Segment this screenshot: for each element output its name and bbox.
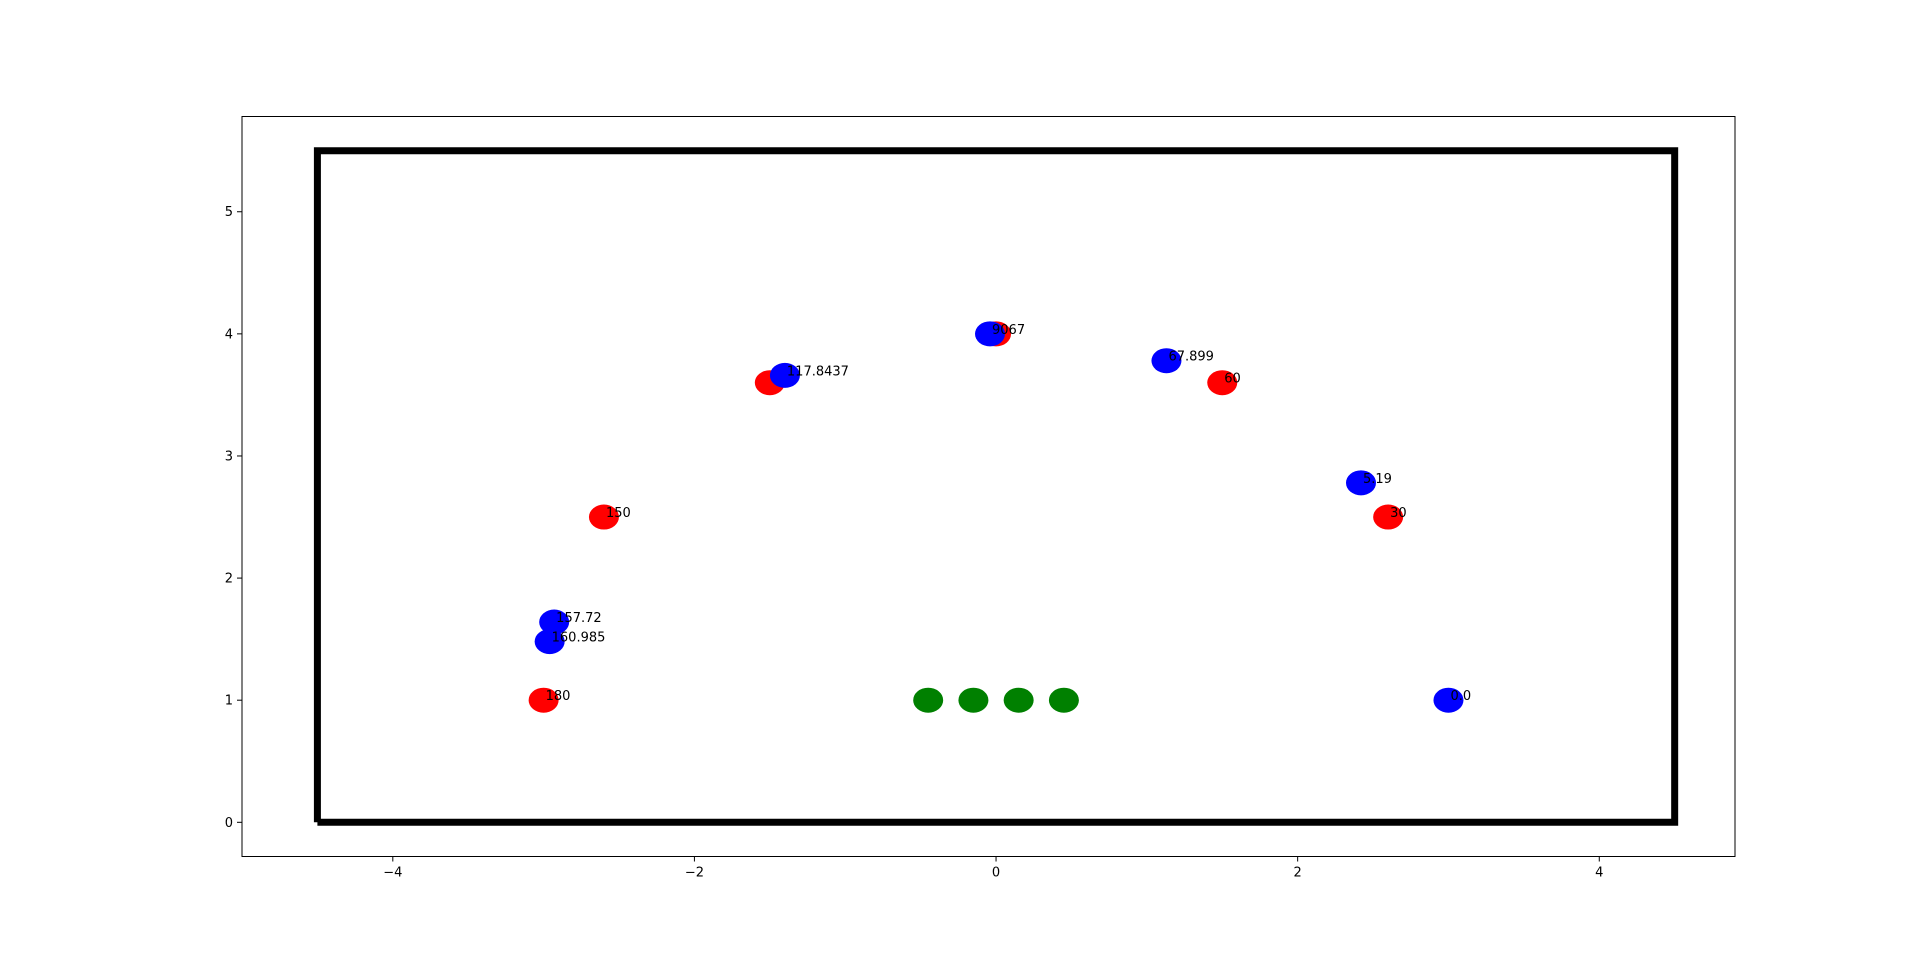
boundary-layer (313, 147, 1679, 826)
axes-frame (241, 116, 1736, 857)
scatter-point (769, 362, 800, 388)
y-tick-label: 0 (225, 816, 233, 831)
x-tick-label: −2 (685, 866, 704, 881)
boundary-line (313, 147, 1679, 826)
scatter-point (1373, 504, 1404, 530)
x-tick-label: 4 (1595, 866, 1603, 881)
y-tick-label: 1 (225, 694, 233, 709)
x-tick-label: 0 (992, 866, 1000, 881)
scatter-point (1433, 687, 1464, 713)
point-label: 157.72 (556, 611, 602, 626)
scatter-point (528, 687, 559, 713)
scatter-point (534, 629, 565, 655)
y-tick-label: 4 (225, 327, 233, 342)
scatter-point (975, 321, 1006, 347)
labels-layer: 180 150 60 30 157.72 160.985 117.8437 9067 67.89… (546, 323, 1472, 704)
point-label: 5.19 (1363, 472, 1392, 487)
y-tick-label: 5 (225, 205, 233, 220)
point-label: 150 (606, 506, 631, 521)
scatter-point (1345, 470, 1376, 496)
scatter-point (1048, 687, 1079, 713)
point-label: 60 (1224, 372, 1241, 387)
point-label: 160.985 (552, 631, 606, 646)
point-label: 0.0 (1450, 689, 1471, 704)
axis-ticks: −4 −2 0 2 4 0 1 2 3 4 5 (225, 205, 1604, 880)
points-layer (528, 321, 1464, 713)
y-tick-label: 3 (225, 449, 233, 464)
point-label: 30 (1390, 506, 1407, 521)
x-tick-label: 2 (1294, 866, 1302, 881)
scatter-point (1151, 348, 1182, 374)
scatter-point (958, 687, 989, 713)
x-tick-label: −4 (383, 866, 402, 881)
scatter-point (1003, 687, 1034, 713)
point-label: 180 (546, 689, 571, 704)
point-label: 117.8437 (787, 364, 849, 379)
scatter-point (913, 687, 944, 713)
y-tick-label: 2 (225, 572, 233, 587)
scatter-point (1207, 370, 1238, 396)
point-label: 67.899 (1168, 350, 1214, 365)
scatter-point (539, 609, 570, 635)
scatter-point (588, 504, 619, 530)
point-label: 9067 (992, 323, 1025, 338)
